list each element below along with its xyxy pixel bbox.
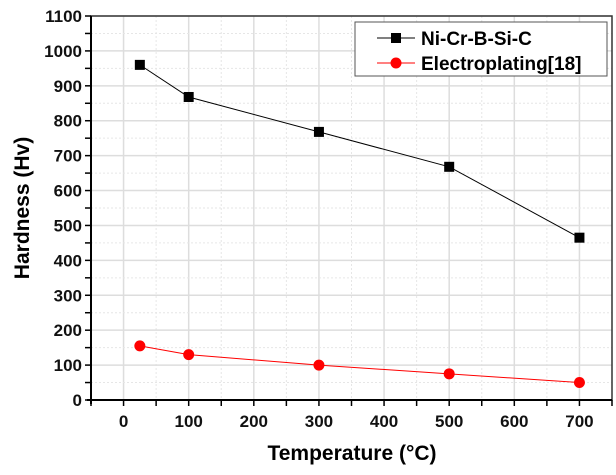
series-line-electroplating <box>139 345 580 384</box>
x-tick-label: 0 <box>119 412 128 431</box>
x-tick-label: 400 <box>370 412 398 431</box>
axes: 0 100 200 300 400 500 600 700 800 900 1000 1100 0 100… <box>44 7 613 431</box>
data-point-ni-cr-b-si-c <box>313 126 324 137</box>
data-point-electroplating <box>183 349 195 361</box>
x-axis-title: Temperature (°C) <box>267 442 436 465</box>
legend-marker-circle <box>390 57 402 69</box>
y-tick-label: 300 <box>54 286 82 305</box>
y-axis-title: Hardness (Hv) <box>11 137 34 279</box>
x-tick-label: 700 <box>565 412 593 431</box>
x-tick-label: 600 <box>500 412 528 431</box>
data-point-electroplating <box>313 359 325 371</box>
data-point-electroplating <box>443 368 455 380</box>
y-tick-label: 100 <box>54 356 82 375</box>
legend-label-electroplating: Electroplating[18] <box>421 54 581 75</box>
x-tick-label: 300 <box>305 412 333 431</box>
legend: Ni-Cr-B-Si-C Electroplating[18] <box>354 21 608 77</box>
series-layer <box>134 59 585 389</box>
data-point-ni-cr-b-si-c <box>574 232 585 243</box>
x-tick-label: 200 <box>240 412 268 431</box>
data-point-ni-cr-b-si-c <box>444 161 455 172</box>
x-tick-label: 500 <box>435 412 463 431</box>
data-point-ni-cr-b-si-c <box>134 59 145 70</box>
y-tick-label: 400 <box>54 251 82 270</box>
y-tick-label: 200 <box>54 321 82 340</box>
y-tick-label: 500 <box>54 216 82 235</box>
data-point-ni-cr-b-si-c <box>183 91 194 102</box>
y-tick-label: 600 <box>54 182 82 201</box>
data-point-electroplating <box>573 377 585 389</box>
y-tick-label: 0 <box>73 391 82 410</box>
x-tick-label: 100 <box>175 412 203 431</box>
y-tick-label: 700 <box>54 147 82 166</box>
y-tick-label: 1000 <box>44 42 82 61</box>
y-tick-label: 800 <box>54 112 82 131</box>
data-point-electroplating <box>134 340 146 352</box>
y-tick-label: 900 <box>54 77 82 96</box>
y-tick-label: 1100 <box>45 7 82 26</box>
legend-marker-square <box>391 33 401 43</box>
series-line-ni-cr-b-si-c <box>139 64 580 239</box>
legend-label-ni-cr-b-si-c: Ni-Cr-B-Si-C <box>421 29 532 50</box>
